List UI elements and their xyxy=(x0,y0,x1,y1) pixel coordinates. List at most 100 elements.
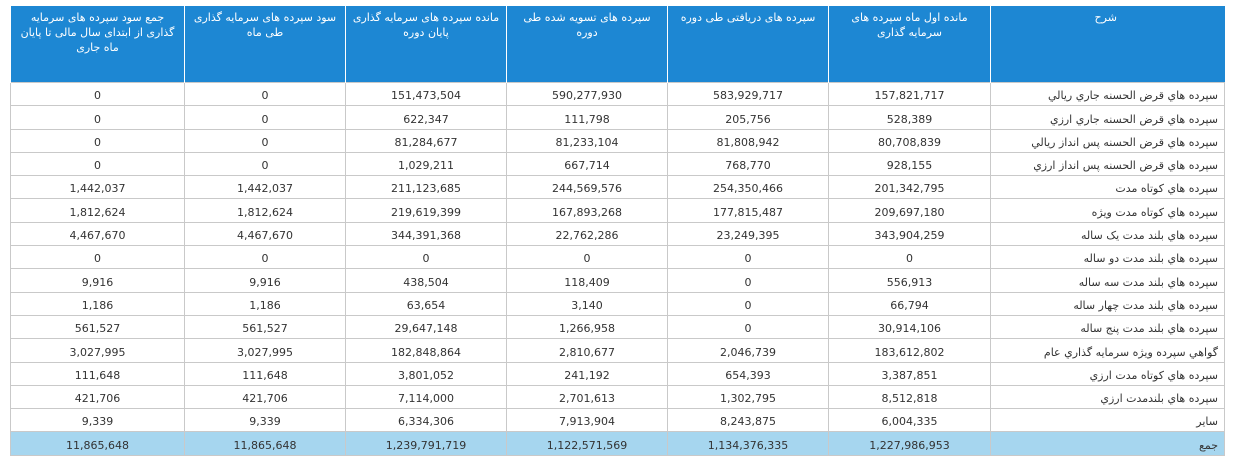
cell-received: 0 xyxy=(667,291,829,316)
cell-cumulative-profit: 1,186 xyxy=(10,291,185,316)
cell-description: سپرده هاي قرض الحسنه جاري ارزي xyxy=(990,105,1225,130)
cell-settled: 2,701,613 xyxy=(506,384,668,410)
cell-closing-balance: 219,619,399 xyxy=(345,198,507,223)
cell-received: 1,302,795 xyxy=(667,384,829,410)
cell-cumulative-profit: 9,916 xyxy=(10,268,185,293)
cell-settled: 167,893,268 xyxy=(506,198,668,223)
cell-cumulative-profit: 4,467,670 xyxy=(10,221,185,247)
cell-opening-balance: 6,004,335 xyxy=(828,408,991,433)
table-row: سپرده هاي بلند مدت دو ساله 0 0 0 0 0 0 xyxy=(10,245,1225,270)
cell-cumulative-profit: 0 xyxy=(10,128,185,153)
table-row: سپرده هاي بلند مدت يک ساله 343,904,259 23,… xyxy=(10,221,1225,247)
cell-closing-balance: 63,654 xyxy=(345,291,507,316)
cell-cumulative-profit: 1,442,037 xyxy=(10,175,185,200)
cell-description: سپرده هاي بلند مدت يک ساله xyxy=(990,221,1225,247)
cell-received: 0 xyxy=(667,268,829,293)
cell-settled: 241,192 xyxy=(506,361,668,386)
cell-cumulative-profit: 9,339 xyxy=(10,408,185,433)
cell-received: 177,815,487 xyxy=(667,198,829,223)
cell-monthly-profit: 0 xyxy=(184,245,346,270)
cell-monthly-profit: 9,339 xyxy=(184,408,346,433)
cell-monthly-profit: 9,916 xyxy=(184,268,346,293)
cell-description: سپرده هاي بلند مدت دو ساله xyxy=(990,245,1225,270)
cell-received: 81,808,942 xyxy=(667,128,829,153)
cell-description: سپرده هاي بلند مدت سه ساله xyxy=(990,268,1225,293)
cell-description: سپرده هاي كوتاه مدت ويژه xyxy=(990,198,1225,223)
cell-received: 8,243,875 xyxy=(667,408,829,433)
cell-opening-balance: 8,512,818 xyxy=(828,384,991,410)
table-row: ساير 6,004,335 8,243,875 7,913,904 6,334,306… xyxy=(10,408,1225,433)
cell-received: 1,134,376,335 xyxy=(667,431,829,456)
cell-settled: 81,233,104 xyxy=(506,128,668,153)
cell-closing-balance: 182,848,864 xyxy=(345,338,507,363)
cell-cumulative-profit: 0 xyxy=(10,245,185,270)
cell-opening-balance: 1,227,986,953 xyxy=(828,431,991,456)
cell-opening-balance: 3,387,851 xyxy=(828,361,991,386)
total-row: جمع 1,227,986,953 1,134,376,335 1,122,571,5… xyxy=(10,431,1225,456)
cell-received: 23,249,395 xyxy=(667,221,829,247)
cell-settled: 667,714 xyxy=(506,151,668,177)
cell-monthly-profit: 1,442,037 xyxy=(184,175,346,200)
cell-cumulative-profit: 111,648 xyxy=(10,361,185,386)
cell-settled: 7,913,904 xyxy=(506,408,668,433)
cell-opening-balance: 201,342,795 xyxy=(828,175,991,200)
cell-received: 654,393 xyxy=(667,361,829,386)
cell-received: 768,770 xyxy=(667,151,829,177)
cell-description: سپرده هاي بلند مدت چهار ساله xyxy=(990,291,1225,316)
cell-opening-balance: 556,913 xyxy=(828,268,991,293)
table-row: سپرده هاي قرض الحسنه پس انداز ارزي 928,15… xyxy=(10,151,1225,177)
cell-cumulative-profit: 0 xyxy=(10,81,185,107)
cell-cumulative-profit: 1,812,624 xyxy=(10,198,185,223)
cell-closing-balance: 81,284,677 xyxy=(345,128,507,153)
cell-cumulative-profit: 3,027,995 xyxy=(10,338,185,363)
cell-description: سپرده هاي بلند مدت پنج ساله xyxy=(990,314,1225,340)
cell-closing-balance: 438,504 xyxy=(345,268,507,293)
cell-opening-balance: 528,389 xyxy=(828,105,991,130)
table-row: سپرده هاي قرض الحسنه جاري ريالي 157,821,7… xyxy=(10,81,1225,107)
cell-monthly-profit: 421,706 xyxy=(184,384,346,410)
cell-monthly-profit: 111,648 xyxy=(184,361,346,386)
table-row: سپرده هاي بلند مدت چهار ساله 66,794 0 3,140… xyxy=(10,291,1225,316)
cell-closing-balance: 29,647,148 xyxy=(345,314,507,340)
cell-monthly-profit: 1,186 xyxy=(184,291,346,316)
cell-settled: 1,122,571,569 xyxy=(506,431,668,456)
cell-description: ساير xyxy=(990,408,1225,433)
table-row: سپرده هاي قرض الحسنه جاري ارزي 528,389 205… xyxy=(10,105,1225,130)
cell-received: 583,929,717 xyxy=(667,81,829,107)
cell-settled: 2,810,677 xyxy=(506,338,668,363)
cell-closing-balance: 1,239,791,719 xyxy=(345,431,507,456)
header-opening-balance: مانده اول ماه سپرده های سرمایه گذاری xyxy=(828,6,991,83)
cell-monthly-profit: 11,865,648 xyxy=(184,431,346,456)
cell-cumulative-profit: 421,706 xyxy=(10,384,185,410)
cell-description: گواهي سپرده ويژه سرمايه گذاري عام xyxy=(990,338,1225,363)
cell-opening-balance: 183,612,802 xyxy=(828,338,991,363)
table-row: گواهي سپرده ويژه سرمايه گذاري عام 183,612… xyxy=(10,338,1225,363)
cell-received: 2,046,739 xyxy=(667,338,829,363)
cell-closing-balance: 3,801,052 xyxy=(345,361,507,386)
cell-monthly-profit: 561,527 xyxy=(184,314,346,340)
cell-monthly-profit: 3,027,995 xyxy=(184,338,346,363)
cell-settled: 118,409 xyxy=(506,268,668,293)
cell-closing-balance: 211,123,685 xyxy=(345,175,507,200)
table-row: سپرده هاي كوتاه مدت ويژه 209,697,180 177,8… xyxy=(10,198,1225,223)
cell-closing-balance: 6,334,306 xyxy=(345,408,507,433)
table-row: سپرده هاي كوتاه مدت ارزي 3,387,851 654,393… xyxy=(10,361,1225,386)
cell-received: 0 xyxy=(667,314,829,340)
deposits-table: شرح مانده اول ماه سپرده های سرمایه گذاری… xyxy=(10,6,1225,456)
cell-monthly-profit: 0 xyxy=(184,128,346,153)
cell-closing-balance: 0 xyxy=(345,245,507,270)
cell-settled: 1,266,958 xyxy=(506,314,668,340)
cell-cumulative-profit: 561,527 xyxy=(10,314,185,340)
table-row: سپرده هاي بلند مدت سه ساله 556,913 0 118,40… xyxy=(10,268,1225,293)
cell-received: 0 xyxy=(667,245,829,270)
table-body: سپرده هاي قرض الحسنه جاري ريالي 157,821,7… xyxy=(10,81,1225,456)
cell-cumulative-profit: 0 xyxy=(10,151,185,177)
cell-monthly-profit: 0 xyxy=(184,151,346,177)
cell-description: سپرده هاي كوتاه مدت ارزي xyxy=(990,361,1225,386)
cell-settled: 3,140 xyxy=(506,291,668,316)
cell-opening-balance: 209,697,180 xyxy=(828,198,991,223)
header-closing-balance: مانده سپرده های سرمایه گذاری پایان دوره xyxy=(345,6,507,83)
table-row: سپرده هاي قرض الحسنه پس انداز ريالي 80,70… xyxy=(10,128,1225,153)
header-description: شرح xyxy=(990,6,1225,83)
cell-opening-balance: 80,708,839 xyxy=(828,128,991,153)
